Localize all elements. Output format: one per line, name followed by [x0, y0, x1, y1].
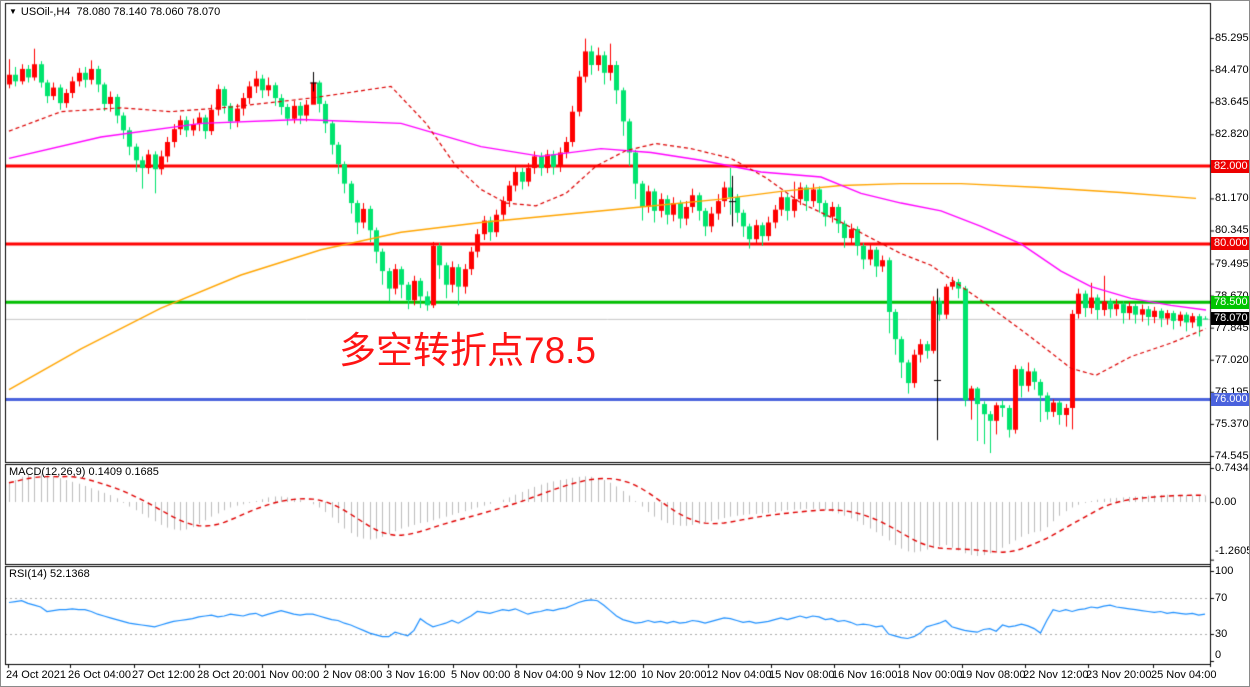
price-badge: 76.000	[1211, 392, 1249, 406]
date-tick-label: 15 Nov 08:00	[769, 669, 835, 681]
symbol-ohlc-text: USOil-,H4 78.080 78.140 78.060 78.070	[20, 6, 221, 18]
macd-indicator-label: MACD(12,26,9) 0.1409 0.1685	[9, 466, 159, 478]
rsi-scale-label: 0	[1215, 649, 1222, 661]
date-tick-label: 8 Nov 04:00	[514, 669, 574, 681]
price-tick-label: 85.295	[1215, 32, 1249, 44]
date-tick-label: 12 Nov 04:00	[706, 669, 772, 681]
date-tick-label: 22 Nov 12:00	[1023, 669, 1089, 681]
turning-point-annotation: 多空转折点78.5	[339, 330, 597, 371]
price-tick-label: 84.470	[1215, 64, 1249, 77]
date-tick-label: 1 Nov 00:00	[260, 669, 320, 681]
macd-scale-label: -1.2605	[1215, 545, 1250, 557]
date-tick-label: 19 Nov 08:00	[960, 669, 1026, 681]
symbol-header: ▼ USOil-,H4 78.080 78.140 78.060 78.070	[9, 6, 220, 18]
price-badge: 78.500	[1211, 295, 1249, 309]
date-tick-label: 2 Nov 08:00	[323, 669, 383, 681]
price-badge: 80.000	[1211, 237, 1249, 251]
price-tick-label: 83.645	[1215, 96, 1249, 109]
date-tick-label: 28 Oct 20:00	[197, 669, 260, 681]
date-tick-label: 25 Nov 04:00	[1151, 669, 1217, 681]
date-tick-label: 27 Oct 12:00	[132, 669, 195, 681]
date-tick-label: 18 Nov 00:00	[897, 669, 963, 681]
date-tick-label: 26 Oct 04:00	[68, 669, 131, 681]
price-tick-label: 82.820	[1215, 128, 1249, 141]
macd-scale-label: 0.7434	[1215, 461, 1249, 474]
price-tick-label: 81.170	[1215, 192, 1249, 205]
price-tick-label: 75.370	[1215, 417, 1249, 430]
rsi-indicator-label: RSI(14) 52.1368	[9, 568, 90, 580]
price-badge: 78.070	[1211, 312, 1249, 326]
date-tick-label: 9 Nov 12:00	[577, 669, 637, 681]
date-tick-label: 5 Nov 00:00	[451, 669, 511, 681]
date-tick-label: 16 Nov 16:00	[832, 669, 898, 681]
price-badge: 82.000	[1211, 159, 1249, 173]
price-tick-label: 74.545	[1215, 449, 1249, 462]
rsi-scale-label: 30	[1215, 628, 1228, 640]
date-tick-label: 24 Oct 2021	[6, 669, 66, 681]
chevron-down-icon[interactable]: ▼	[9, 7, 17, 16]
price-tick-label: 77.020	[1215, 353, 1249, 366]
rsi-scale-label: 100	[1215, 565, 1234, 577]
date-tick-label: 23 Nov 20:00	[1086, 669, 1152, 681]
date-tick-label: 3 Nov 16:00	[386, 669, 446, 681]
date-tick-label: 10 Nov 20:00	[641, 669, 707, 681]
rsi-scale-label: 70	[1215, 592, 1228, 604]
macd-scale-label: 0.00	[1215, 496, 1237, 508]
price-tick-label: 79.495	[1215, 257, 1249, 270]
price-tick-label: 80.345	[1215, 224, 1249, 237]
